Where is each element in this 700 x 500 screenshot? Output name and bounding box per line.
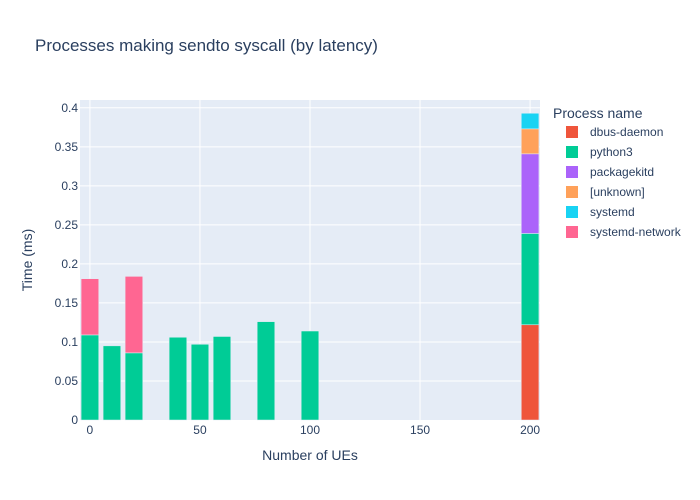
- y-tick-label: 0.15: [55, 296, 79, 310]
- bar-systemd: [521, 113, 540, 130]
- bar-python3: [168, 337, 187, 421]
- legend-item-label: systemd: [590, 205, 635, 219]
- legend-item-label: [unknown]: [590, 185, 645, 199]
- x-tick-label: 150: [410, 423, 430, 437]
- legend-swatch: [566, 186, 578, 198]
- bar-systemd-network: [124, 276, 143, 354]
- bar-systemd-network: [80, 278, 99, 336]
- bar-python3: [300, 330, 320, 421]
- legend-item-label: python3: [590, 145, 633, 159]
- y-tick-label: 0.3: [61, 179, 78, 193]
- x-tick-label: 100: [300, 423, 320, 437]
- x-tick-label: 50: [193, 423, 207, 437]
- bar-unknown: [521, 128, 540, 155]
- y-tick-label: 0: [71, 413, 78, 427]
- bar-python3: [256, 321, 276, 421]
- legend-swatch: [566, 146, 578, 158]
- chart-title: Processes making sendto syscall (by late…: [35, 36, 378, 55]
- x-tick-label: 0: [87, 423, 94, 437]
- bar-python3: [80, 334, 99, 421]
- x-axis-title: Number of UEs: [262, 447, 358, 463]
- x-tick-label: 200: [520, 423, 540, 437]
- legend-swatch: [566, 166, 578, 178]
- x-tick-labels: 0 50 100 150 200: [87, 423, 541, 437]
- bar-dbus-daemon: [521, 324, 540, 421]
- legend-item-label: dbus-daemon: [590, 125, 663, 139]
- legend-swatch: [566, 206, 578, 218]
- legend-item-label: packagekitd: [590, 165, 654, 179]
- y-tick-label: 0.25: [55, 218, 79, 232]
- bar-python3: [521, 233, 540, 326]
- y-tick-label: 0.4: [61, 101, 78, 115]
- bar-python3: [102, 345, 121, 421]
- legend: Process name dbus-daemon python3 packageki…: [553, 105, 682, 239]
- bar-python3: [212, 336, 232, 421]
- y-tick-label: 0.05: [55, 374, 79, 388]
- y-tick-label: 0.35: [55, 140, 79, 154]
- legend-title: Process name: [553, 105, 643, 121]
- y-tick-label: 0.1: [61, 335, 78, 349]
- y-tick-label: 0.2: [61, 257, 78, 271]
- bars-group: [80, 113, 540, 421]
- legend-swatch: [566, 126, 578, 138]
- bar-packagekitd: [521, 153, 540, 234]
- bar-python3: [124, 352, 143, 421]
- legend-swatch: [566, 226, 578, 238]
- legend-item-label: systemd-network: [590, 225, 682, 239]
- bar-python3: [190, 344, 210, 421]
- y-axis-title: Time (ms): [19, 229, 35, 291]
- y-tick-labels: 0 0.05 0.1 0.15 0.2 0.25 0.3 0.35 0.4: [55, 101, 79, 427]
